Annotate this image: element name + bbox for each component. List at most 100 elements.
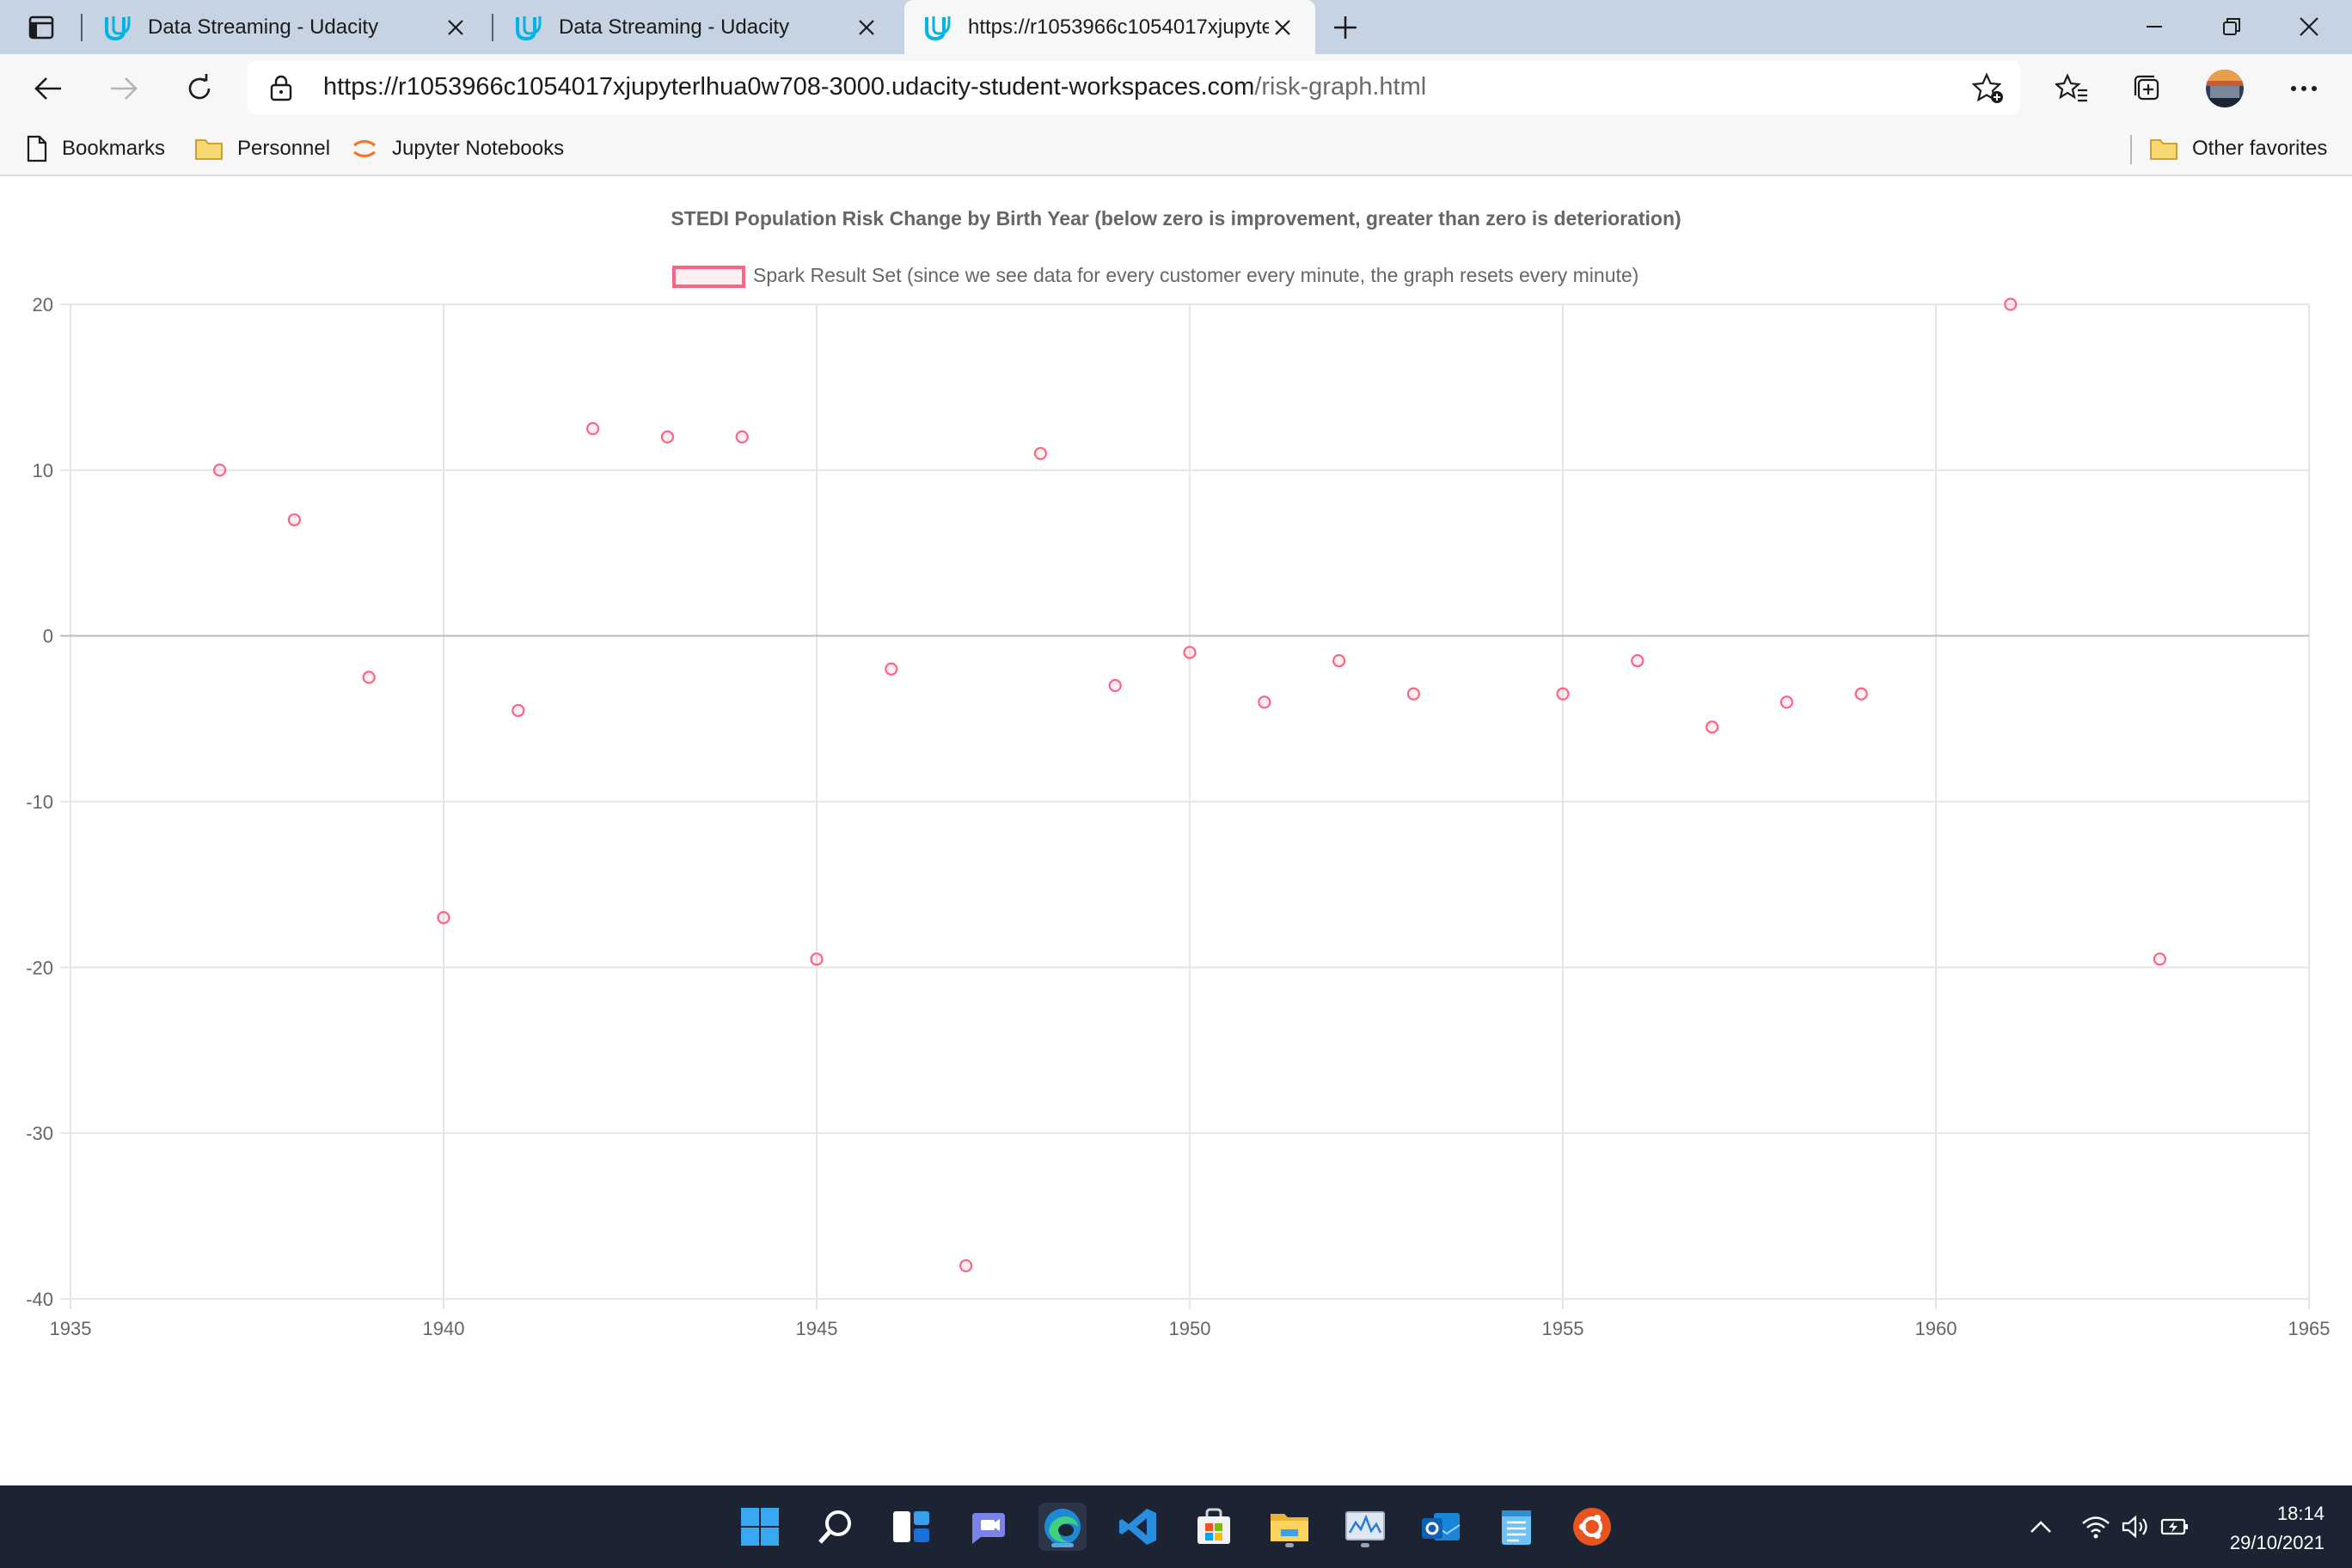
data-point[interactable] xyxy=(1183,646,1197,659)
data-point[interactable] xyxy=(213,463,227,477)
data-point[interactable] xyxy=(2153,952,2166,966)
data-point[interactable] xyxy=(362,671,376,684)
data-point[interactable] xyxy=(810,952,824,966)
taskbar-start-button[interactable] xyxy=(736,1503,784,1551)
avatar xyxy=(2206,70,2244,107)
favorites-button[interactable] xyxy=(2049,68,2094,109)
close-window-button[interactable] xyxy=(2275,7,2343,46)
chart-grid xyxy=(60,303,2310,1309)
chevron-up-icon xyxy=(2030,1521,2051,1533)
close-icon xyxy=(2300,17,2318,36)
bookmark-label: Other favorites xyxy=(2192,137,2328,160)
tab-data-streaming-2[interactable]: Data Streaming - Udacity xyxy=(495,0,899,54)
taskbar-notepad-button[interactable] xyxy=(1492,1503,1540,1551)
taskbar-widgets-button[interactable] xyxy=(887,1503,935,1551)
tab-close-button[interactable] xyxy=(853,14,880,41)
tray-battery-button[interactable] xyxy=(2159,1511,2190,1542)
data-point[interactable] xyxy=(1854,687,1868,701)
data-point[interactable] xyxy=(585,422,600,436)
restore-button[interactable] xyxy=(2197,7,2266,46)
close-icon xyxy=(448,19,463,35)
bookmark-label: Bookmarks xyxy=(62,137,166,160)
taskbar-search-button[interactable] xyxy=(812,1503,860,1551)
data-point[interactable] xyxy=(437,910,450,925)
tab-separator xyxy=(492,14,493,41)
data-point[interactable] xyxy=(287,513,301,527)
profile-button[interactable] xyxy=(2202,68,2247,109)
collections-button[interactable] xyxy=(2125,68,2170,109)
chart-title: STEDI Population Risk Change by Birth Ye… xyxy=(671,207,1681,230)
taskbar-edge-button[interactable] xyxy=(1038,1503,1087,1551)
bookmarks-bar: Bookmarks Personnel Jupyter Notebooks Ot… xyxy=(0,123,2352,176)
restore-icon xyxy=(2223,18,2240,35)
data-point[interactable] xyxy=(1406,687,1421,701)
bookmark-bookmarks[interactable]: Bookmarks xyxy=(26,123,165,175)
new-tab-button[interactable] xyxy=(1326,10,1365,45)
url-host: https://r1053966c1054017xjupyterlhua0w70… xyxy=(323,73,1255,101)
bookmark-other-favorites[interactable]: Other favorites xyxy=(2149,123,2327,175)
y-tick-label: 0 xyxy=(43,626,53,647)
minimize-button[interactable] xyxy=(2120,7,2189,46)
folder-icon xyxy=(2149,137,2178,161)
settings-more-button[interactable] xyxy=(2282,68,2326,109)
tab-data-streaming-1[interactable]: Data Streaming - Udacity xyxy=(84,0,488,54)
bookmark-jupyter-notebooks[interactable]: Jupyter Notebooks xyxy=(351,123,564,175)
taskbar-store-button[interactable] xyxy=(1190,1503,1238,1551)
tab-actions-button[interactable] xyxy=(17,10,65,45)
taskbar-running-indicator xyxy=(1285,1543,1294,1547)
tab-close-button[interactable] xyxy=(442,14,469,41)
chart-ticks: 1935 1940 1945 1950 1955 1960 1965 20 10 0 -10 -20 -… xyxy=(26,294,2330,1339)
data-point[interactable] xyxy=(1631,653,1645,668)
taskbar-chat-button[interactable] xyxy=(963,1503,1011,1551)
taskbar-performance-monitor-button[interactable] xyxy=(1341,1503,1389,1551)
data-point[interactable] xyxy=(735,430,749,444)
data-point[interactable] xyxy=(959,1259,973,1273)
taskbar-vscode-button[interactable] xyxy=(1114,1503,1162,1551)
data-point[interactable] xyxy=(1779,695,1793,709)
lock-icon[interactable] xyxy=(268,74,294,101)
edge-icon xyxy=(1044,1509,1081,1545)
tray-volume-button[interactable] xyxy=(2120,1511,2151,1542)
y-tick-label: -40 xyxy=(26,1289,53,1310)
url-text[interactable]: https://r1053966c1054017xjupyterlhua0w70… xyxy=(323,73,1426,101)
back-button[interactable] xyxy=(26,68,70,109)
data-point[interactable] xyxy=(2004,297,2018,311)
add-favorite-icon[interactable] xyxy=(1972,72,2005,105)
chart-points xyxy=(213,297,2166,1273)
udacity-favicon-icon xyxy=(925,15,951,40)
refresh-button[interactable] xyxy=(177,68,222,109)
search-icon xyxy=(818,1510,851,1544)
tray-network-button[interactable] xyxy=(2080,1511,2111,1542)
system-clock[interactable]: 18:14 29/10/2021 xyxy=(2230,1499,2324,1558)
data-point[interactable] xyxy=(885,662,898,676)
tray-overflow-button[interactable] xyxy=(2025,1511,2056,1542)
data-point[interactable] xyxy=(1705,720,1719,734)
forward-button[interactable] xyxy=(101,68,146,109)
taskbar-file-explorer-button[interactable] xyxy=(1265,1503,1314,1551)
performance-monitor-icon xyxy=(1345,1511,1385,1540)
risk-scatter-chart: STEDI Population Risk Change by Birth Ye… xyxy=(26,207,2330,1339)
data-point[interactable] xyxy=(511,703,525,718)
tab-close-button[interactable] xyxy=(1269,14,1296,41)
widgets-icon xyxy=(893,1511,929,1542)
data-point[interactable] xyxy=(660,430,675,444)
data-point[interactable] xyxy=(1556,687,1570,701)
tab-title: https://r1053966c1054017xjupyterlhua0w70… xyxy=(968,15,1269,39)
data-point[interactable] xyxy=(1332,653,1346,668)
chart-legend[interactable]: Spark Result Set (since we see data for … xyxy=(672,264,1638,288)
tab-risk-graph[interactable]: https://r1053966c1054017xjupyterlhua0w70… xyxy=(904,0,1315,54)
vscode-icon xyxy=(1119,1509,1156,1545)
data-point[interactable] xyxy=(1258,695,1271,709)
arrow-right-icon xyxy=(111,77,138,100)
tab-title: Data Streaming - Udacity xyxy=(148,15,379,39)
file-explorer-icon xyxy=(1271,1514,1308,1541)
taskbar-outlook-button[interactable] xyxy=(1417,1503,1465,1551)
minimize-icon xyxy=(2147,26,2162,28)
battery-charging-icon xyxy=(2160,1518,2188,1535)
taskbar-ubuntu-button[interactable] xyxy=(1568,1503,1616,1551)
data-point[interactable] xyxy=(1033,446,1048,461)
data-point[interactable] xyxy=(1108,678,1122,693)
address-bar[interactable]: https://r1053966c1054017xjupyterlhua0w70… xyxy=(248,61,2020,114)
store-icon xyxy=(1197,1508,1230,1544)
bookmark-personnel[interactable]: Personnel xyxy=(194,123,330,175)
